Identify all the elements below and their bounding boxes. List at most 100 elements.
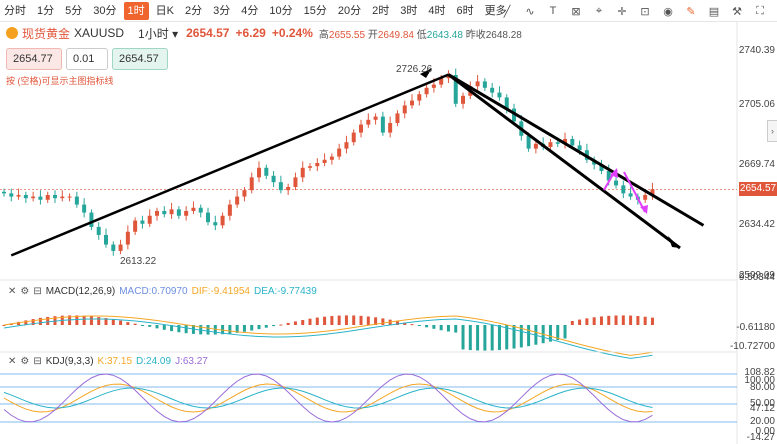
macd-histogram-bar [410, 324, 414, 326]
symbol-name[interactable]: 现货黄金 [22, 26, 71, 41]
timeframe-tab[interactable]: 3分 [213, 4, 231, 17]
collapse-icon[interactable]: ⊟ [33, 286, 42, 297]
timeframe-tab[interactable]: 3时 [400, 4, 418, 17]
macd-value: MACD:0.70970 [119, 286, 188, 297]
candle-body [621, 185, 626, 194]
macd-histogram-bar [75, 315, 79, 325]
candle-body [293, 177, 298, 187]
symbol-info-bar: 现货黄金 XAUUSD 1小时 ▾ 2654.57 +6.29 +0.24% 高… [0, 23, 740, 43]
price-change-pct: +0.24% [271, 26, 313, 40]
settings-icon[interactable]: ⚙ [20, 356, 30, 367]
candle-body [118, 244, 123, 251]
edit-icon[interactable]: ✎ [686, 5, 696, 18]
axis-tick-label: 2599.09 [738, 270, 775, 281]
candle-body [563, 138, 568, 144]
candle-body [16, 194, 21, 197]
timeframe-tab[interactable]: 1分 [37, 4, 55, 17]
macd-histogram-bar [548, 325, 552, 342]
cursor-icon[interactable]: ⌖ [595, 4, 603, 17]
timeframe-toolbar: 分时 1分 5分 30分 1时 日K 2分 3分 4分 10分 15分 20分 2时 3时 4时 6时 更多 ╱ ∿… [0, 0, 777, 22]
timeframe-tab[interactable]: 日K [155, 4, 174, 17]
candle-body [82, 204, 87, 213]
candle-body [395, 113, 400, 123]
candle-body [23, 194, 28, 199]
zigzag-icon[interactable]: ∿ [525, 5, 535, 18]
macd-histogram-bar [621, 315, 625, 325]
dea-value: DEA:-9.77439 [253, 286, 317, 297]
macd-histogram-bar [446, 325, 450, 332]
sell-price-button[interactable]: 2654.77 [6, 48, 62, 70]
lot-size-input[interactable]: 0.01 [66, 48, 108, 70]
timeframe-tab[interactable]: 4时 [428, 4, 446, 17]
candle-body [249, 177, 254, 191]
symbol-code[interactable]: XAUUSD [74, 26, 125, 40]
candle-body [96, 226, 101, 235]
current-price-tag: 2654.57 [739, 182, 777, 196]
candle-body [133, 220, 138, 232]
settings-icon[interactable]: ⚙ [20, 286, 30, 297]
candle-body [577, 145, 582, 151]
dea-line [3, 318, 653, 359]
fullscreen-icon[interactable]: ⛶ [756, 4, 764, 17]
candle-body [67, 196, 72, 198]
macd-histogram-bar [395, 321, 399, 325]
price-change: +6.29 [235, 26, 266, 40]
timeframe-tab[interactable]: 6时 [456, 4, 474, 17]
timeframe-tab[interactable]: 30分 [93, 4, 117, 17]
macd-histogram-bar [381, 318, 385, 325]
k-line [3, 383, 653, 413]
timeframe-tab[interactable]: 4分 [241, 4, 259, 17]
candle-body [278, 182, 283, 191]
timeframe-tab[interactable]: 2时 [372, 4, 390, 17]
high-value: 2655.55 [328, 29, 366, 41]
candle-body [271, 175, 276, 183]
macd-histogram-bar [250, 325, 254, 331]
macd-histogram-bar [585, 318, 589, 325]
macd-histogram-bar [366, 316, 370, 325]
timeframe-tab[interactable]: 10分 [269, 4, 293, 17]
candle-body [198, 207, 203, 213]
macd-histogram-bar [497, 325, 501, 351]
candle-body [490, 87, 495, 93]
candle-body [526, 135, 531, 149]
macd-histogram-bar [599, 316, 603, 325]
ruler-icon[interactable]: ⊠ [571, 5, 581, 18]
macd-histogram-bar [46, 316, 50, 325]
layout-icon[interactable]: ▤ [708, 5, 720, 18]
macd-histogram-bar [2, 325, 6, 326]
candle-body [257, 167, 262, 178]
text-icon[interactable]: T [549, 5, 557, 17]
eye-icon[interactable]: ◉ [663, 5, 673, 18]
macd-histogram-bar [133, 323, 137, 325]
candle-body [300, 167, 305, 178]
draw-line-icon[interactable]: ╱ [503, 5, 511, 18]
lock-icon[interactable]: ⊡ [640, 5, 650, 18]
candle-body [176, 209, 181, 216]
candle-body [60, 196, 65, 199]
indicator-icon[interactable]: ⚒ [732, 5, 742, 18]
timeframe-tab[interactable]: 5分 [65, 4, 83, 17]
macd-histogram-bar [512, 325, 516, 349]
candle-body [162, 210, 167, 215]
candle-body [220, 215, 225, 226]
period-selector[interactable]: 1小时 ▾ [138, 25, 178, 42]
close-icon[interactable]: ✕ [8, 286, 17, 297]
timeframe-tab[interactable]: 1时 [123, 1, 149, 20]
macd-histogram-bar [417, 325, 421, 326]
buy-price-button[interactable]: 2654.57 [112, 48, 168, 70]
timeframe-tab[interactable]: 更多 [484, 4, 507, 17]
expand-panel-arrow[interactable]: › [767, 120, 777, 142]
candle-body [38, 196, 43, 200]
close-icon[interactable]: ✕ [8, 356, 17, 367]
timeframe-tab[interactable]: 15分 [303, 4, 327, 17]
macd-histogram-bar [374, 317, 378, 325]
macd-legend: ✕ ⚙ ⊟ MACD(12,26,9) MACD:0.70970 DIF:-9.… [8, 286, 317, 297]
collapse-icon[interactable]: ⊟ [33, 356, 42, 367]
candle-body [439, 78, 444, 85]
crosshair-icon[interactable]: ✛ [617, 5, 627, 18]
timeframe-tab[interactable]: 分时 [4, 4, 26, 17]
timeframe-tab[interactable]: 20分 [337, 4, 362, 17]
timeframe-tab[interactable]: 2分 [184, 4, 203, 17]
macd-histogram-bar [323, 316, 327, 325]
